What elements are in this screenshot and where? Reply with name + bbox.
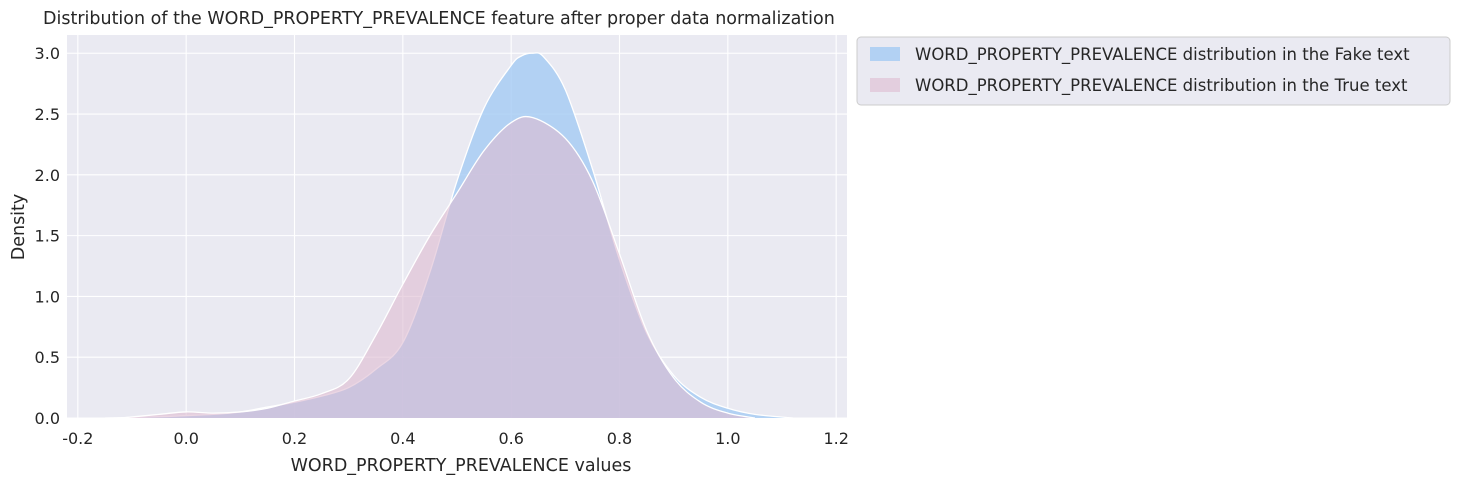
y-tick-label: 0.5 xyxy=(35,348,60,367)
x-tick-label: 0.4 xyxy=(390,429,415,448)
legend-label-true: WORD_PROPERTY_PREVALENCE distribution in… xyxy=(915,76,1408,96)
y-tick-label: 2.0 xyxy=(35,166,60,185)
y-tick-label: 1.0 xyxy=(35,287,60,306)
x-tick-label: 0.2 xyxy=(282,429,307,448)
y-axis-label: Density xyxy=(9,194,29,261)
y-tick-label: 2.5 xyxy=(35,105,60,124)
x-axis-ticks: -0.2 0.0 0.2 0.4 0.6 0.8 1.0 1.2 xyxy=(62,429,849,448)
x-tick-label: 0.8 xyxy=(607,429,632,448)
legend: WORD_PROPERTY_PREVALENCE distribution in… xyxy=(856,36,1451,106)
y-tick-label: 1.5 xyxy=(35,227,60,246)
x-tick-label: 0.6 xyxy=(498,429,523,448)
y-axis-ticks: 0.0 0.5 1.0 1.5 2.0 2.5 3.0 xyxy=(35,44,60,428)
chart-title: Distribution of the WORD_PROPERTY_PREVAL… xyxy=(43,9,835,29)
density-areas xyxy=(104,52,793,419)
x-axis-label: WORD_PROPERTY_PREVALENCE values xyxy=(291,456,632,476)
y-tick-label: 0.0 xyxy=(35,409,60,428)
y-tick-label: 3.0 xyxy=(35,44,60,63)
x-tick-label: 1.2 xyxy=(823,429,848,448)
x-tick-label: 1.0 xyxy=(715,429,740,448)
x-tick-label: 0.0 xyxy=(173,429,198,448)
density-area-true-outline xyxy=(121,115,756,419)
legend-swatch-fake xyxy=(870,47,900,61)
legend-label-fake: WORD_PROPERTY_PREVALENCE distribution in… xyxy=(915,45,1410,65)
legend-swatch-true xyxy=(870,78,900,92)
legend-frame xyxy=(856,36,1451,106)
x-tick-label: -0.2 xyxy=(62,429,93,448)
